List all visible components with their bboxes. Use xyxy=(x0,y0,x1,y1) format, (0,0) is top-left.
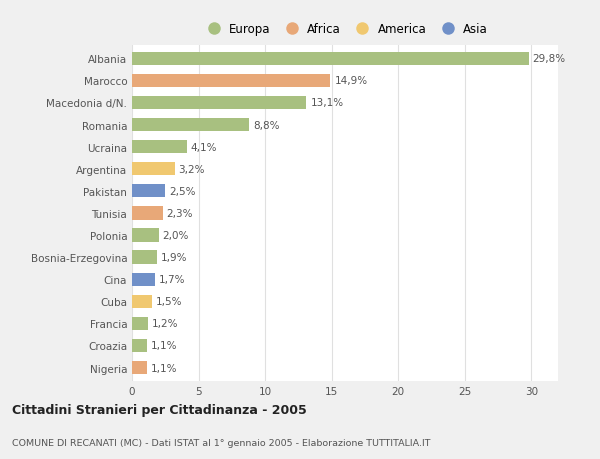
Text: 1,9%: 1,9% xyxy=(161,252,188,263)
Bar xyxy=(132,185,165,198)
Bar xyxy=(132,317,148,330)
Bar xyxy=(132,96,307,110)
Text: 14,9%: 14,9% xyxy=(334,76,367,86)
Text: 1,2%: 1,2% xyxy=(152,319,178,329)
Bar xyxy=(132,295,152,308)
Bar xyxy=(132,163,175,176)
Text: 29,8%: 29,8% xyxy=(533,54,566,64)
Text: 13,1%: 13,1% xyxy=(310,98,344,108)
Text: 3,2%: 3,2% xyxy=(179,164,205,174)
Text: 4,1%: 4,1% xyxy=(191,142,217,152)
Text: 2,5%: 2,5% xyxy=(169,186,196,196)
Text: 2,0%: 2,0% xyxy=(163,230,189,241)
Bar xyxy=(132,361,146,375)
Bar xyxy=(132,118,249,132)
Text: COMUNE DI RECANATI (MC) - Dati ISTAT al 1° gennaio 2005 - Elaborazione TUTTITALI: COMUNE DI RECANATI (MC) - Dati ISTAT al … xyxy=(12,438,431,447)
Legend: Europa, Africa, America, Asia: Europa, Africa, America, Asia xyxy=(197,18,493,41)
Text: 1,7%: 1,7% xyxy=(158,274,185,285)
Bar xyxy=(132,207,163,220)
Bar xyxy=(132,251,157,264)
Bar xyxy=(132,74,331,88)
Text: Cittadini Stranieri per Cittadinanza - 2005: Cittadini Stranieri per Cittadinanza - 2… xyxy=(12,403,307,416)
Text: 1,1%: 1,1% xyxy=(151,341,177,351)
Text: 1,5%: 1,5% xyxy=(156,297,182,307)
Text: 1,1%: 1,1% xyxy=(151,363,177,373)
Bar xyxy=(132,229,158,242)
Bar xyxy=(132,273,155,286)
Bar xyxy=(132,52,529,66)
Text: 8,8%: 8,8% xyxy=(253,120,280,130)
Bar xyxy=(132,339,146,353)
Bar xyxy=(132,141,187,154)
Text: 2,3%: 2,3% xyxy=(167,208,193,218)
